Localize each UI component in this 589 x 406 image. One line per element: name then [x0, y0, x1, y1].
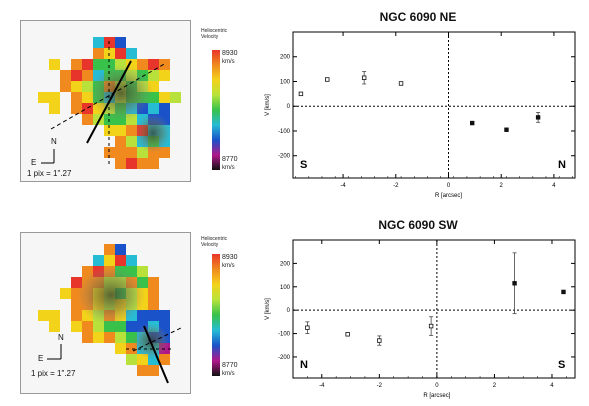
plot-frame — [292, 31, 576, 179]
y-tick-label: 200 — [280, 261, 291, 267]
data-point — [535, 115, 541, 120]
plot-frame — [292, 239, 576, 379]
colorbar-min-unit: km/s — [222, 165, 235, 171]
y-tick-label: -200 — [278, 154, 291, 160]
colorbar-title-line: Heliocentric — [201, 236, 228, 242]
x-tick-label: 4 — [552, 183, 556, 189]
colorbar-title: Heliocentric Velocity — [201, 236, 227, 248]
colorbar-max-unit: km/s — [222, 263, 235, 269]
y-tick-label: -100 — [278, 129, 291, 135]
colorbar-gradient — [212, 50, 220, 170]
x-axis-label: R [arcsec] — [435, 193, 462, 199]
rotation-curve-chart-sw: -4 -2 0 2 4 -200 -100 0 100 200 R [arcsec] V [km/s]… — [265, 239, 576, 399]
colorbar-title-line: Heliocentric — [201, 28, 228, 34]
x-tick-label: 0 — [447, 183, 451, 189]
direction-label-right: N — [558, 159, 566, 171]
direction-label-right: S — [558, 359, 565, 371]
velocity-map-sw: N E 1 pix = 1".27 — [20, 232, 191, 394]
data-point — [512, 281, 517, 286]
direction-label-left: S — [300, 159, 307, 171]
velocity-map-sw-graphic — [38, 244, 182, 384]
data-point — [325, 77, 330, 82]
x-tick-label: 2 — [500, 183, 504, 189]
colorbar-max-unit: km/s — [222, 59, 235, 65]
data-point — [561, 289, 566, 295]
y-tick-label: 0 — [287, 104, 291, 110]
colorbar-title-line: Velocity — [201, 34, 219, 40]
data-point — [305, 325, 310, 330]
velocity-map-ne-graphic — [38, 37, 181, 169]
colorbar-min-label: 8770 — [222, 156, 238, 163]
data-point — [428, 323, 434, 329]
colorbar-max-label: 8930 — [222, 254, 238, 261]
rotation-curve-chart-ne: -4 -2 0 2 4 -200 -100 0 100 200 R [arcsec] V [km/s]… — [265, 31, 576, 199]
slit-line-dashed — [132, 327, 182, 352]
data-point — [361, 75, 367, 80]
x-tick-label: 0 — [435, 383, 439, 389]
colorbar-title: Heliocentric Velocity — [201, 28, 227, 40]
direction-label-left: N — [300, 359, 308, 371]
y-axis-label: V [km/s] — [265, 298, 271, 320]
colorbar-gradient — [212, 254, 220, 376]
y-tick-label: 200 — [280, 55, 291, 61]
data-point — [398, 81, 404, 86]
y-tick-label: -100 — [278, 332, 291, 338]
y-tick-label: -200 — [278, 355, 291, 361]
data-point — [470, 120, 475, 126]
y-tick-label: 0 — [287, 308, 291, 314]
galaxy-image-overlay — [77, 265, 145, 325]
data-point — [377, 338, 382, 343]
compass-north-label: N — [51, 137, 57, 146]
compass-east-label: E — [31, 158, 37, 167]
y-axis-label: V [km/s] — [265, 94, 271, 116]
colorbar-min-label: 8770 — [222, 362, 238, 369]
y-tick-label: 100 — [280, 285, 291, 291]
pixel-scale-label: 1 pix = 1".27 — [27, 169, 72, 178]
colorbar-max-label: 8930 — [222, 50, 238, 57]
colorbar-title-line: Velocity — [201, 242, 219, 248]
velocity-map-ne: N E 1 pix = 1".27 — [20, 20, 191, 182]
compass-north-label: N — [58, 333, 64, 342]
galaxy-image-overlay — [89, 65, 153, 121]
pixel-scale-label: 1 pix = 1".27 — [31, 369, 76, 378]
colorbar-min-unit: km/s — [222, 371, 235, 377]
x-tick-label: -4 — [340, 183, 346, 189]
chart-title-sw: NGC 6090 SW — [378, 218, 458, 232]
x-tick-label: -4 — [319, 383, 325, 389]
compass-east-label: E — [38, 354, 44, 363]
x-axis-label: R [arcsec] — [423, 393, 450, 399]
slit-line — [143, 325, 169, 384]
x-tick-label: 4 — [550, 383, 554, 389]
data-point — [298, 91, 304, 97]
chart-title-ne: NGC 6090 NE — [379, 10, 457, 24]
data-point — [504, 127, 509, 132]
x-tick-label: -2 — [393, 183, 399, 189]
x-tick-label: 2 — [493, 383, 497, 389]
y-tick-label: 100 — [280, 79, 291, 85]
x-tick-label: -2 — [377, 383, 383, 389]
galaxy-image-overlay-2 — [135, 113, 171, 153]
data-point — [345, 332, 350, 337]
